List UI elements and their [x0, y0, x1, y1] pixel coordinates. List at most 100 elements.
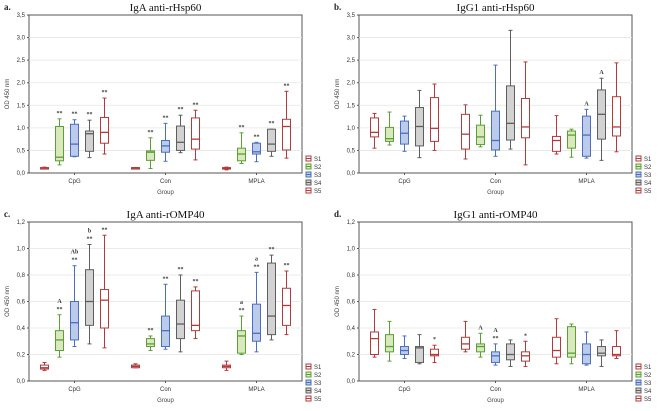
- significance-label: a: [255, 256, 258, 262]
- box: [100, 289, 109, 329]
- significance-label: a: [240, 300, 243, 306]
- box: [476, 343, 485, 353]
- box: [85, 269, 94, 326]
- y-tick-label: 3,0: [17, 36, 26, 42]
- box: [385, 334, 394, 353]
- box-mpla-s5: [612, 62, 621, 153]
- box: [506, 85, 515, 141]
- y-tick-label: 1,5: [347, 103, 356, 109]
- box: [146, 150, 155, 161]
- significance-label: **: [87, 237, 93, 243]
- y-tick-label: 1,5: [17, 103, 26, 109]
- box: [55, 126, 64, 162]
- y-tick-label: 2,5: [347, 58, 356, 64]
- legend-label: S3: [314, 173, 322, 179]
- box-con-s4: **: [176, 267, 185, 353]
- x-tick-label: MPLA: [578, 387, 594, 393]
- box-con-s1: [131, 363, 140, 369]
- x-tick-label: Con: [490, 179, 501, 185]
- panel-b: b. IgG1 anti-rHsp60 0,0 0,5 1,0 1,5 2,0 2,5 3,0 3…: [330, 0, 661, 205]
- panel-label: a.: [4, 2, 11, 12]
- box-cpg-s2: **: [55, 111, 64, 166]
- box-cpg-s5: **: [100, 227, 109, 349]
- box-con-s3: **: [161, 115, 170, 162]
- significance-label: **: [102, 90, 108, 96]
- legend-label: S1: [314, 157, 322, 163]
- significance-label: **: [269, 247, 275, 253]
- x-axis-label: Group: [157, 190, 174, 196]
- y-tick-label: 1,0: [17, 126, 26, 132]
- box-mpla-s4: A: [597, 70, 606, 161]
- box: [461, 113, 470, 150]
- box: [430, 97, 439, 142]
- significance-label: **: [239, 125, 245, 131]
- box: [552, 336, 561, 358]
- box: [267, 262, 276, 336]
- y-tick-label: 0,4: [17, 326, 26, 332]
- box-mpla-s1: [552, 115, 561, 155]
- legend-label: S5: [644, 189, 652, 195]
- box-mpla-s3: A: [582, 101, 591, 159]
- legend-label: S1: [644, 365, 652, 371]
- box: [491, 110, 500, 151]
- box: [252, 142, 261, 155]
- box-mpla-s5: **: [282, 263, 291, 336]
- x-tick-label: Con: [490, 387, 501, 393]
- y-tick-label: 0,0: [347, 171, 356, 177]
- box: [100, 116, 109, 144]
- y-tick-label: 0,4: [347, 326, 356, 332]
- y-tick-label: 0,8: [17, 273, 26, 279]
- x-axis-label: Group: [487, 190, 504, 196]
- box-cpg-s1: [40, 361, 49, 371]
- chart-title: IgG1 anti-rHsp60: [457, 2, 535, 14]
- box-con-s5: **: [191, 279, 200, 340]
- box: [191, 290, 200, 332]
- box: [252, 303, 261, 342]
- y-tick-label: 2,0: [347, 81, 356, 87]
- x-tick-label: CpG: [398, 179, 411, 185]
- significance-label: **: [57, 111, 63, 117]
- significance-label: *: [433, 337, 436, 343]
- significance-label: A: [584, 101, 589, 107]
- box: [282, 118, 291, 151]
- legend-label: S1: [644, 157, 652, 163]
- x-axis-label: Group: [157, 398, 174, 404]
- legend-label: S5: [644, 397, 652, 403]
- box: [70, 123, 79, 157]
- box: [70, 301, 79, 341]
- y-tick-label: 0,2: [17, 353, 26, 359]
- box-con-s4: [506, 29, 515, 150]
- box: [385, 126, 394, 142]
- significance-label: **: [87, 112, 93, 118]
- significance-label: **: [72, 258, 78, 264]
- significance-label: **: [102, 227, 108, 233]
- y-tick-label: 3,5: [17, 13, 26, 19]
- significance-label: **: [193, 102, 199, 108]
- y-tick-label: 3,5: [347, 13, 356, 19]
- box-cpg-s3: [400, 115, 409, 152]
- significance-label: **: [178, 267, 184, 273]
- box-cpg-s1: [370, 112, 379, 149]
- box: [597, 346, 606, 357]
- legend-label: S4: [644, 389, 652, 395]
- box-con-s5: [521, 61, 530, 166]
- box: [282, 287, 291, 326]
- box-cpg-s2: [385, 320, 394, 362]
- box-con-s1: [131, 167, 140, 170]
- y-axis-label: OD 450 nm: [5, 286, 11, 317]
- x-tick-label: CpG: [398, 387, 411, 393]
- y-axis-label: OD 450 nm: [5, 79, 11, 110]
- box-con-s2: A: [476, 325, 485, 358]
- legend-label: S4: [644, 181, 652, 187]
- significance-label: **: [57, 307, 63, 313]
- significance-label: *: [524, 333, 527, 339]
- box-cpg-s3: [400, 335, 409, 359]
- box-mpla-s1: [222, 166, 231, 171]
- chart-b: b. IgG1 anti-rHsp60 0,0 0,5 1,0 1,5 2,0 2,5 3,0 3…: [334, 2, 652, 196]
- box-mpla-s2: **: [237, 125, 246, 165]
- chart-title: IgA anti-rOMP40: [127, 209, 205, 221]
- box: [612, 346, 621, 357]
- significance-label: **: [254, 134, 260, 140]
- box-mpla-s4: [597, 339, 606, 367]
- y-tick-label: 0,5: [347, 148, 356, 154]
